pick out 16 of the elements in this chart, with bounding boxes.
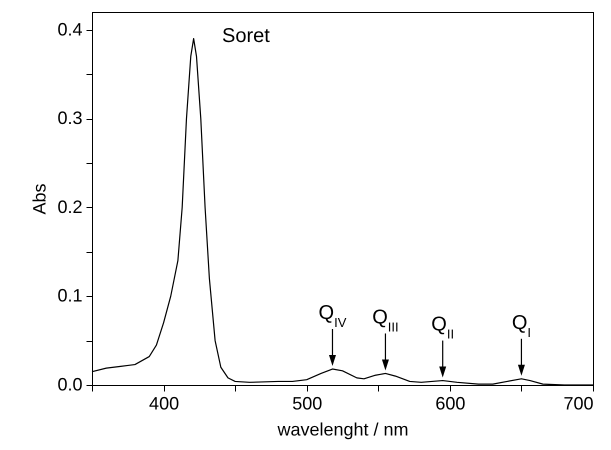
annotation: Q$_{IV}$ (318, 302, 347, 330)
y-tick-label: 0.2 (57, 196, 82, 217)
x-tick-label: 700 (563, 394, 594, 414)
annotation: Q$_{I}$ (512, 312, 532, 340)
y-tick-label: 0.1 (57, 286, 82, 306)
y-tick-label: 0.0 (57, 374, 82, 394)
x-axis-title: wavelenght / nm (276, 420, 409, 440)
y-axis-title: Abs (29, 183, 50, 215)
annotation: Q$_{II}$ (431, 314, 454, 342)
annotation: Soret (222, 25, 270, 47)
x-tick-label: 600 (435, 394, 466, 414)
y-tick-label: 0.3 (57, 108, 82, 128)
x-tick-label: 500 (292, 394, 322, 414)
annotation: Q$_{III}$ (372, 306, 399, 334)
y-tick-label: 0.4 (57, 19, 82, 40)
x-tick-label: 400 (149, 394, 180, 414)
